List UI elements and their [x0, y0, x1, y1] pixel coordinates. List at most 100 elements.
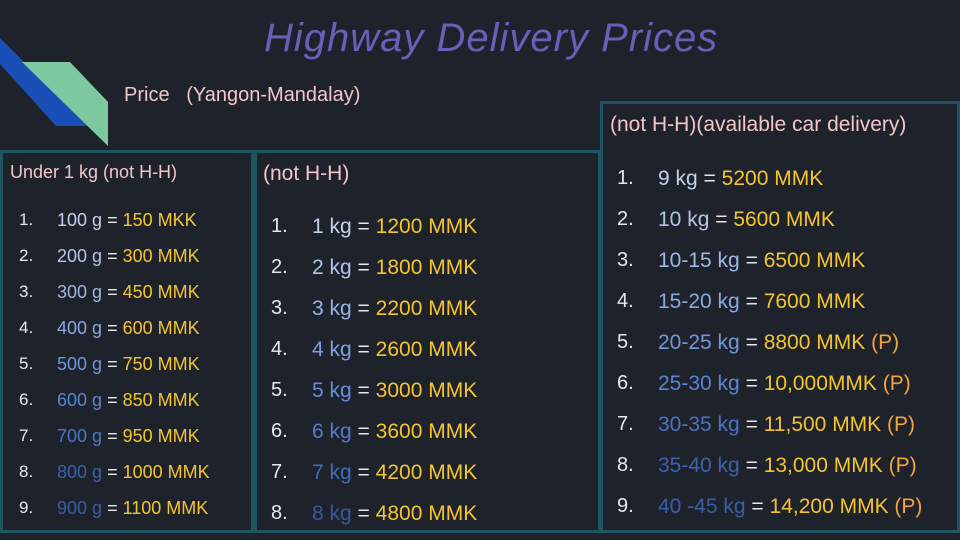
item-weight: 30-35 kg — [658, 413, 740, 436]
item-equals: = — [107, 354, 118, 374]
item-price: 950 MMK — [122, 426, 200, 446]
item-price: 1000 MMK — [122, 462, 210, 482]
item-p-marker: (P) — [894, 495, 923, 518]
item-equals: = — [107, 282, 118, 302]
item-weight: 20-25 kg — [658, 331, 740, 354]
item-line: 10-15 kg = 6500 MMK — [658, 249, 865, 273]
item-line: 2 kg = 1800 MMK — [312, 256, 477, 280]
item-line: 6 kg = 3600 MMK — [312, 420, 477, 444]
item-price: 300 MMK — [122, 246, 200, 266]
item-price: 3600 MMK — [375, 420, 478, 443]
deco-green-stripe — [22, 62, 108, 146]
item-equals: = — [357, 297, 370, 320]
item-equals: = — [357, 215, 370, 238]
item-line: 1 kg = 1200 MMK — [312, 215, 477, 239]
item-number: 7. — [19, 426, 34, 445]
item-equals: = — [357, 379, 370, 402]
item-number: 9. — [19, 498, 34, 517]
page-subtitle: Price (Yangon-Mandalay) — [124, 84, 361, 106]
item-price: 2600 MMK — [375, 338, 478, 361]
item-weight: 200 g — [57, 246, 103, 266]
item-number: 7. — [271, 461, 288, 483]
item-number: 4. — [271, 338, 288, 360]
panel-title: Under 1 kg (not H-H) — [10, 162, 178, 182]
item-weight: 4 kg — [312, 338, 352, 361]
item-line: 40 -45 kg = 14,200 MMK (P) — [658, 495, 922, 519]
item-price: 10,000MMK — [763, 372, 877, 395]
item-price: 13,000 MMK — [763, 454, 883, 477]
panel-under-1kg: Under 1 kg (not H-H) 1. 100 g = 150 MKK 2.… — [0, 150, 254, 533]
item-equals: = — [745, 290, 758, 313]
item-line: 30-35 kg = 11,500 MMK (P) — [658, 413, 915, 437]
item-number: 8. — [617, 454, 634, 476]
item-equals: = — [357, 461, 370, 484]
item-number: 1. — [617, 167, 634, 189]
item-line: 9 kg = 5200 MMK — [658, 167, 823, 191]
item-equals: = — [107, 426, 118, 446]
item-line: 7 kg = 4200 MMK — [312, 461, 477, 485]
item-number: 4. — [19, 318, 34, 337]
item-weight: 35-40 kg — [658, 454, 740, 477]
item-equals: = — [357, 420, 370, 443]
item-number: 4. — [617, 290, 634, 312]
panel-1-8kg: (not H-H) 1. 1 kg = 1200 MMK 2. 2 kg = 1800… — [254, 150, 601, 533]
item-line: 35-40 kg = 13,000 MMK (P) — [658, 454, 917, 478]
panel-car-delivery: (not H-H)(available car delivery) 1. 9 kg… — [600, 101, 960, 533]
item-number: 2. — [617, 208, 634, 230]
item-weight: 15-20 kg — [658, 290, 740, 313]
item-weight: 10 kg — [658, 208, 710, 231]
item-number: 9. — [617, 495, 634, 517]
item-p-marker: (P) — [887, 413, 916, 436]
item-number: 7. — [617, 413, 634, 435]
item-equals: = — [357, 502, 370, 525]
item-line: 500 g = 750 MMK — [57, 354, 200, 375]
item-price: 5600 MMK — [733, 208, 835, 231]
item-equals: = — [107, 498, 118, 518]
item-line: 400 g = 600 MMK — [57, 318, 200, 339]
item-equals: = — [107, 462, 118, 482]
page-title: Highway Delivery Prices — [264, 16, 719, 60]
item-line: 800 g = 1000 MMK — [57, 462, 210, 483]
item-weight: 500 g — [57, 354, 103, 374]
item-weight: 3 kg — [312, 297, 352, 320]
item-price: 1200 MMK — [375, 215, 478, 238]
item-price: 11,500 MMK — [763, 413, 882, 436]
item-line: 8 kg = 4800 MMK — [312, 502, 477, 526]
item-weight: 900 g — [57, 498, 103, 518]
item-line: 100 g = 150 MKK — [57, 210, 197, 231]
item-weight: 6 kg — [312, 420, 352, 443]
item-equals: = — [703, 167, 716, 190]
corner-decoration — [0, 38, 108, 146]
item-line: 20-25 kg = 8800 MMK (P) — [658, 331, 899, 355]
item-equals: = — [751, 495, 764, 518]
item-line: 5 kg = 3000 MMK — [312, 379, 477, 403]
item-price: 750 MMK — [122, 354, 200, 374]
item-number: 6. — [19, 390, 34, 409]
item-number: 5. — [271, 379, 288, 401]
item-weight: 400 g — [57, 318, 103, 338]
item-price: 150 MKK — [122, 210, 197, 230]
item-weight: 300 g — [57, 282, 103, 302]
item-weight: 8 kg — [312, 502, 352, 525]
item-equals: = — [745, 372, 764, 395]
item-p-marker: (P) — [882, 372, 911, 395]
item-number: 6. — [617, 372, 634, 394]
item-line: 25-30 kg = 10,000MMK (P) — [658, 372, 911, 396]
item-price: 5200 MMK — [721, 167, 824, 190]
item-number: 3. — [617, 249, 634, 271]
item-line: 600 g = 850 MMK — [57, 390, 200, 411]
item-equals: = — [745, 331, 758, 354]
item-line: 10 kg = 5600 MMK — [658, 208, 835, 232]
item-price: 7600 MMK — [763, 290, 866, 313]
item-price: 1800 MMK — [375, 256, 478, 279]
item-weight: 600 g — [57, 390, 103, 410]
item-number: 3. — [271, 297, 288, 319]
item-number: 8. — [19, 462, 34, 481]
item-price: 6500 MMK — [763, 249, 866, 272]
item-number: 2. — [271, 256, 288, 278]
item-number: 1. — [271, 215, 288, 237]
item-price: 450 MMK — [122, 282, 200, 302]
item-line: 700 g = 950 MMK — [57, 426, 200, 447]
item-price: 600 MMK — [122, 318, 200, 338]
